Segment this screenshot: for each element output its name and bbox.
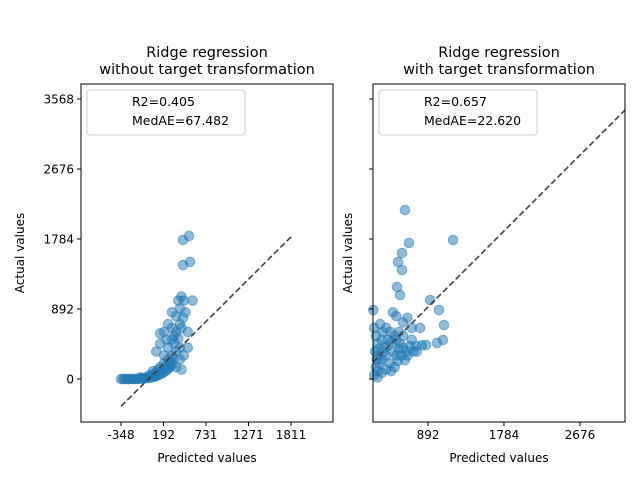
x-tick-label: 1784: [489, 428, 520, 442]
data-point: [399, 204, 411, 216]
data-point: [437, 334, 449, 346]
x-tick-label: 892: [417, 428, 440, 442]
data-point: [184, 256, 196, 268]
x-tick-label: 1811: [276, 428, 307, 442]
y-axis-label: Actual values: [341, 213, 355, 293]
data-point: [178, 295, 190, 306]
data-point: [147, 365, 159, 377]
y-tick-label: 1784: [43, 232, 74, 246]
data-point: [183, 230, 195, 242]
data-point: [424, 294, 436, 306]
axes-frame: [372, 83, 626, 423]
legend-entry: MedAE=22.620: [424, 113, 521, 128]
chart-title-line-2: without target transformation: [99, 62, 315, 78]
data-point: [438, 319, 450, 331]
identity-line: [120, 236, 292, 407]
scatter-points: [368, 204, 459, 383]
data-point: [403, 237, 415, 249]
x-axis-label: Predicted values: [157, 451, 256, 465]
legend: R2=0.657 MedAE=22.620: [378, 89, 538, 136]
x-tick-label: 1271: [233, 428, 264, 442]
y-axis-label: Actual values: [13, 213, 27, 293]
chart-title-line-1: Ridge regression: [146, 45, 268, 61]
legend-box: [86, 89, 246, 136]
data-point: [406, 322, 417, 334]
identity-line: [372, 109, 626, 363]
axes-frame: [80, 83, 334, 423]
data-point: [157, 364, 168, 375]
data-point: [165, 357, 176, 369]
legend-entry: MedAE=67.482: [132, 113, 229, 128]
data-point: [173, 332, 184, 344]
data-point: [176, 322, 187, 334]
data-point: [402, 312, 413, 324]
x-tick-label: 2676: [565, 428, 596, 442]
chart-title-line-1: Ridge regression: [438, 45, 560, 61]
legend-entry: R2=0.657: [424, 94, 487, 109]
legend-box: [378, 89, 538, 136]
x-tick-label: 731: [195, 428, 218, 442]
data-point: [433, 304, 445, 316]
y-tick-label: 3568: [43, 92, 74, 106]
data-point: [447, 234, 459, 246]
data-point: [177, 312, 189, 324]
x-tick-label: -348: [107, 428, 134, 442]
data-point: [391, 310, 402, 322]
x-axis-label: Predicted values: [449, 451, 548, 465]
data-point: [154, 328, 166, 339]
y-tick-label: 2676: [43, 162, 74, 176]
data-point: [408, 346, 419, 357]
data-point: [396, 247, 408, 259]
chart-title-line-2: with target transformation: [403, 62, 595, 78]
data-point: [394, 289, 406, 301]
data-point: [386, 336, 398, 347]
scatter-points: [115, 230, 198, 385]
data-point: [166, 306, 178, 318]
data-point: [162, 318, 174, 330]
data-point: [187, 295, 198, 306]
y-tick-label: 892: [51, 302, 74, 316]
y-tick-label: 0: [66, 372, 74, 386]
data-point: [176, 364, 187, 375]
x-tick-label: 192: [152, 428, 175, 442]
data-point: [380, 322, 392, 334]
legend: R2=0.405 MedAE=67.482: [86, 89, 246, 136]
data-point: [393, 343, 405, 355]
legend-entry: R2=0.405: [132, 94, 195, 109]
data-point: [396, 264, 408, 276]
data-point: [380, 364, 392, 375]
